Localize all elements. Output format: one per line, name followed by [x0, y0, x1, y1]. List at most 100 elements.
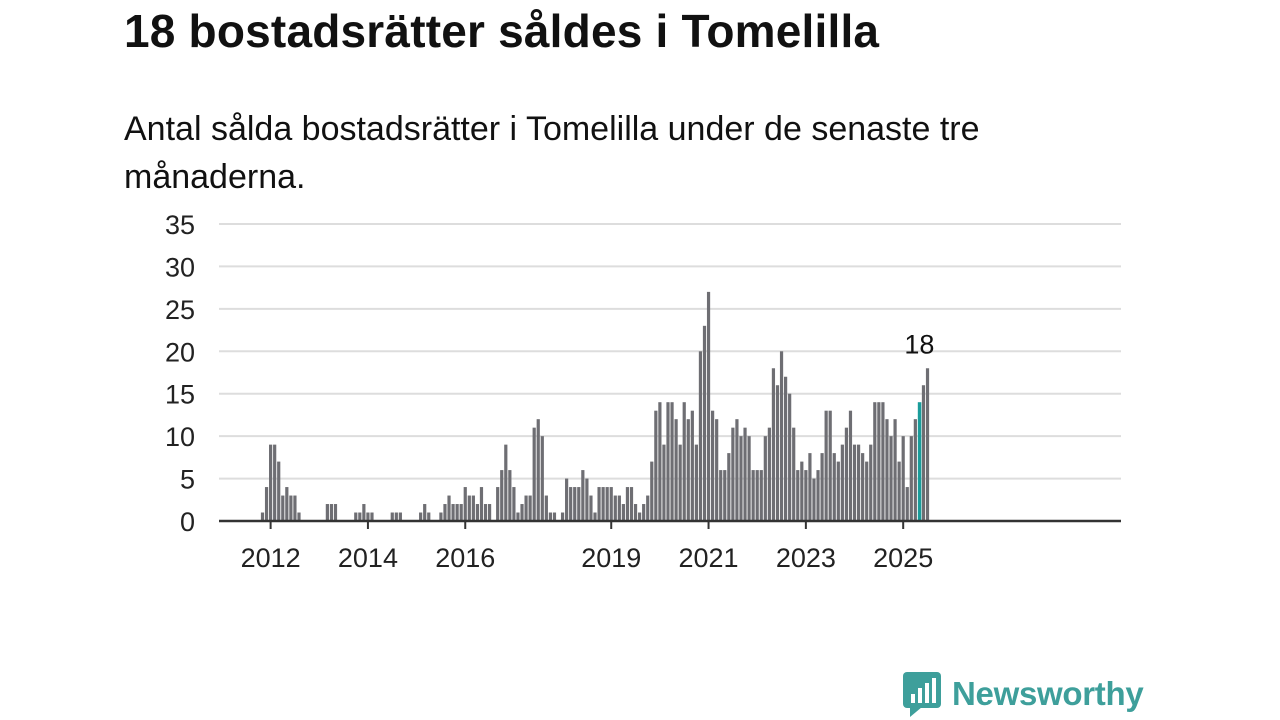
bar [455, 504, 459, 521]
bar [419, 512, 423, 521]
bar [589, 495, 593, 521]
bar [913, 419, 917, 521]
gridlines [219, 223, 1121, 480]
bar [865, 461, 869, 521]
bar [650, 461, 654, 521]
bar [646, 495, 650, 521]
bar [715, 419, 719, 521]
bar [666, 402, 670, 521]
bar [763, 436, 767, 521]
chart-subtitle: Antal sålda bostadsrätter i Tomelilla un… [124, 110, 980, 196]
bar [856, 444, 861, 521]
bar-highlight [917, 402, 922, 521]
bar [475, 504, 480, 521]
bar [487, 504, 492, 521]
bar [670, 402, 674, 521]
bar [601, 487, 605, 521]
bar [783, 376, 788, 521]
bar [581, 470, 585, 521]
bar [573, 487, 577, 521]
bar [528, 495, 532, 521]
x-tick-label-2023: 2023 [776, 543, 836, 573]
bar [560, 512, 565, 521]
bar [260, 512, 265, 521]
bar [792, 427, 796, 521]
bar [901, 436, 905, 521]
bar [893, 419, 897, 521]
bar [617, 495, 621, 521]
bar [479, 487, 484, 521]
bar [861, 453, 865, 521]
bar [731, 427, 735, 521]
bar [516, 512, 520, 521]
bar [869, 444, 873, 521]
bar [451, 504, 455, 521]
bar [585, 478, 589, 521]
bar [427, 512, 431, 521]
bar [759, 470, 763, 521]
bar [727, 453, 731, 521]
bar [909, 436, 913, 521]
bar [540, 436, 544, 521]
bar [706, 291, 711, 521]
bar [358, 512, 362, 521]
bar [897, 461, 901, 521]
bar [354, 512, 358, 521]
bar [362, 504, 366, 521]
y-tick-label-25: 25 [165, 295, 195, 325]
bar [828, 410, 832, 521]
bar [471, 495, 475, 521]
bar [800, 461, 804, 521]
bar [796, 470, 800, 521]
bar [690, 410, 694, 521]
bar [662, 444, 666, 521]
x-tick-label-2014: 2014 [338, 543, 398, 573]
bar [686, 419, 690, 521]
bar [925, 368, 930, 521]
newsworthy-logo: Newsworthy [902, 670, 1144, 718]
bar [735, 419, 739, 521]
y-tick-label-10: 10 [165, 422, 195, 452]
y-tick-label-30: 30 [165, 252, 195, 282]
bar [281, 495, 285, 521]
bar [808, 453, 812, 521]
bar [921, 385, 926, 521]
y-tick-label-35: 35 [165, 210, 195, 240]
bar [577, 487, 581, 521]
bar [702, 325, 707, 521]
bar [467, 495, 471, 521]
bar [398, 512, 402, 521]
bar [633, 504, 638, 521]
bar [723, 470, 727, 521]
bar [524, 495, 528, 521]
bar [682, 402, 686, 521]
bar [593, 512, 597, 521]
bar [698, 351, 703, 521]
bar [638, 512, 642, 521]
bars [260, 291, 930, 521]
bar [613, 495, 617, 521]
bar [297, 512, 301, 521]
bar [848, 410, 853, 521]
bar [500, 470, 504, 521]
bar [852, 444, 857, 521]
bar [366, 512, 370, 521]
bar [824, 410, 828, 521]
bar [658, 402, 662, 521]
bar [447, 495, 451, 521]
bar [597, 487, 601, 521]
y-tick-label-20: 20 [165, 337, 195, 367]
bar [536, 419, 540, 521]
bar [264, 487, 269, 521]
bar [885, 419, 889, 521]
bar [654, 410, 658, 521]
bar [739, 436, 743, 521]
bar [625, 487, 630, 521]
bar [512, 487, 516, 521]
bar [678, 444, 682, 521]
bar [496, 487, 500, 521]
brand-name: Newsworthy [952, 675, 1144, 712]
bar [788, 393, 792, 521]
bar [674, 419, 678, 521]
bar [621, 504, 625, 521]
